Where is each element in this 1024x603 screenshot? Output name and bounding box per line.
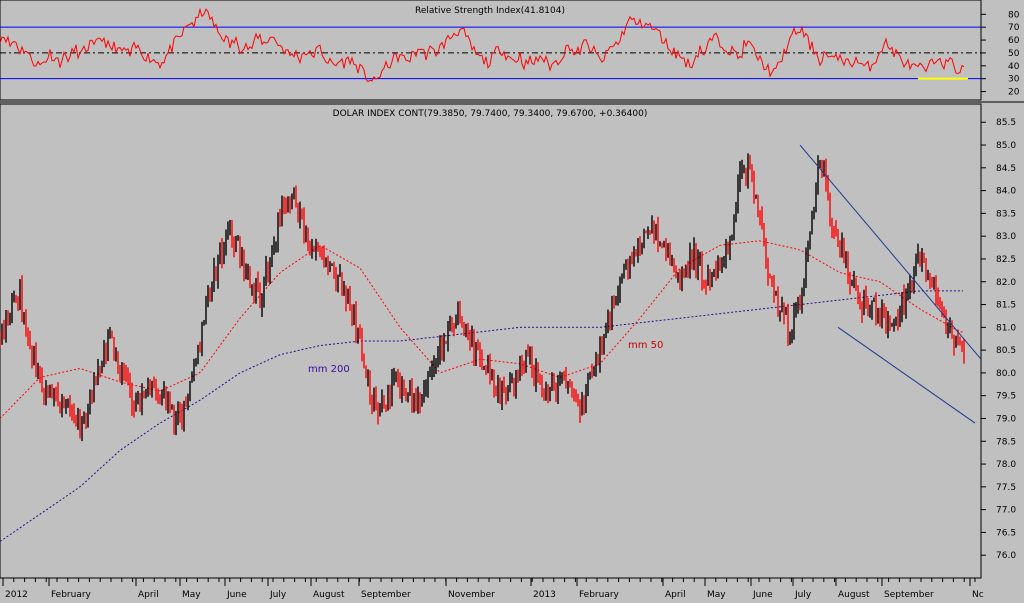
x-tick-label: July <box>269 590 287 599</box>
rsi-y-tick-label: 20 <box>1008 88 1020 98</box>
price-y-tick-label: 76.0 <box>996 551 1016 561</box>
x-tick-label: June <box>752 590 773 599</box>
channel-upper-trendline <box>799 144 982 360</box>
rsi-y-tick-label: 50 <box>1008 49 1020 59</box>
price-y-tick-label: 78.0 <box>996 460 1016 470</box>
rsi-panel-frame <box>0 0 982 101</box>
x-tick-label: August <box>313 590 345 599</box>
x-tick-label: Nc <box>972 590 984 599</box>
price-y-tick-label: 76.5 <box>996 528 1016 538</box>
x-tick-label: February <box>579 590 620 599</box>
price-title: DOLAR INDEX CONT(79.3850, 79.7400, 79.34… <box>333 109 648 119</box>
x-tick-label: June <box>226 590 247 599</box>
x-tick-label: 2012 <box>5 590 28 599</box>
x-tick-label: May <box>182 590 201 599</box>
price-y-tick-label: 84.0 <box>996 187 1016 197</box>
price-y-tick-label: 80.5 <box>996 346 1016 356</box>
x-tick-label: September <box>884 590 934 599</box>
rsi-series-line <box>0 7 965 83</box>
price-plot <box>0 144 982 542</box>
price-y-tick-label: 82.5 <box>996 255 1016 265</box>
x-tick-label: September <box>361 590 411 599</box>
x-tick-label: April <box>665 590 686 599</box>
rsi-y-tick-label: 60 <box>1008 36 1020 46</box>
price-y-tick-label: 84.5 <box>996 164 1016 174</box>
price-y-tick-label: 80.0 <box>996 369 1016 379</box>
channel-lower-trendline <box>837 326 976 424</box>
rsi-title: Relative Strength Index(41.8104) <box>415 6 565 16</box>
mm200-annotation: mm 200 <box>308 364 350 375</box>
x-tick-label: August <box>838 590 870 599</box>
x-tick-label: November <box>448 590 495 599</box>
price-y-tick-label: 78.5 <box>996 437 1016 447</box>
price-y-tick-label: 82.0 <box>996 278 1016 288</box>
rsi-plot <box>0 7 981 83</box>
x-tick-label: July <box>794 590 812 599</box>
price-y-tick-label: 85.5 <box>996 118 1016 128</box>
x-tick-label: April <box>138 590 159 599</box>
axes: 80 70 60 50 40 30 20 85.5 85.0 84.5 84.0 83.5 83.0 82… <box>2 10 1020 600</box>
ma50-line <box>0 240 963 419</box>
x-tick-label: May <box>707 590 726 599</box>
price-y-tick-label: 81.5 <box>996 301 1016 311</box>
rsi-y-tick-label: 40 <box>1008 62 1020 72</box>
price-y-tick-label: 83.5 <box>996 209 1016 219</box>
rsi-y-tick-label: 30 <box>1008 75 1020 85</box>
price-y-tick-label: 83.0 <box>996 232 1016 242</box>
ma200-line <box>0 290 963 542</box>
price-y-tick-label: 85.0 <box>996 141 1016 151</box>
rsi-y-tick-label: 70 <box>1008 23 1020 33</box>
mm50-annotation: mm 50 <box>628 340 663 351</box>
price-y-tick-label: 79.5 <box>996 392 1016 402</box>
price-y-tick-label: 77.5 <box>996 483 1016 493</box>
x-tick-label: February <box>51 590 92 599</box>
rsi-y-tick-label: 80 <box>1008 10 1020 20</box>
x-tick-label: 2013 <box>533 590 556 599</box>
price-panel-frame <box>0 103 982 579</box>
price-y-tick-label: 77.0 <box>996 506 1016 516</box>
price-y-tick-label: 79.0 <box>996 414 1016 424</box>
price-y-tick-label: 81.0 <box>996 323 1016 333</box>
